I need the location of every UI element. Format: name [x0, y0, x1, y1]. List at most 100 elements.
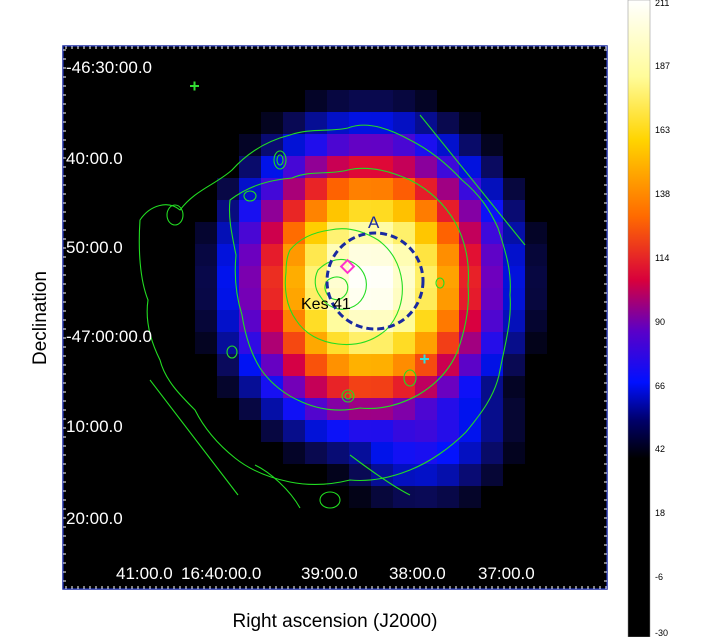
heatmap-cell: [525, 288, 547, 310]
heatmap-cell: [305, 288, 327, 310]
contour-outer: [138, 124, 511, 485]
contour-blob-4: [403, 369, 417, 387]
heatmap-cell: [437, 442, 459, 464]
colorbar-tick-label: 66: [655, 381, 665, 391]
colorbar-tick-label: -30: [655, 628, 668, 637]
plot-frame: [62, 45, 608, 590]
colorbar-tick-label: 163: [655, 125, 670, 135]
heatmap-cell: [261, 112, 283, 134]
heatmap-cell: [503, 354, 525, 376]
region-a-circle: [325, 231, 425, 331]
heatmap-cell: [503, 200, 525, 222]
heatmap-cell: [371, 332, 393, 354]
heatmap-cell: [239, 200, 261, 222]
radio-contours: [138, 114, 526, 509]
colorbar: [627, 0, 651, 637]
heatmap-cell: [349, 354, 371, 376]
heatmap-cell: [327, 332, 349, 354]
heatmap-cell: [239, 266, 261, 288]
heatmap-cell: [239, 288, 261, 310]
contour-5: [324, 276, 349, 301]
heatmap-cell: [459, 464, 481, 486]
heatmap-pixels: [195, 90, 547, 508]
colorbar-tick-label: 90: [655, 317, 665, 327]
heatmap-cell: [195, 288, 217, 310]
contour-blob-3b: [344, 392, 352, 400]
heatmap-cell: [371, 156, 393, 178]
heatmap-cell: [371, 464, 393, 486]
heatmap-cell: [195, 266, 217, 288]
heatmap-cell: [327, 442, 349, 464]
heatmap-cell: [459, 354, 481, 376]
heatmap-cell: [217, 244, 239, 266]
heatmap-cell: [459, 332, 481, 354]
heatmap-cell: [305, 200, 327, 222]
heatmap-cell: [415, 376, 437, 398]
x-tick-label: 37:00.0: [478, 564, 535, 583]
heatmap-cell: [415, 310, 437, 332]
cross-green-marker: [190, 81, 199, 91]
heatmap-cell: [283, 266, 305, 288]
heatmap-cell: [239, 244, 261, 266]
heatmap-cell: [481, 354, 503, 376]
heatmap-cell: [349, 178, 371, 200]
heatmap-cell: [371, 134, 393, 156]
contour-blob-8: [319, 491, 341, 509]
x-tick-labels: 41:00.0 16:40:00.0 39:00.0 38:00.0 37:00…: [116, 564, 535, 583]
heatmap-cell: [371, 112, 393, 134]
heatmap-cell: [261, 200, 283, 222]
x-axis-title: Right ascension (J2000): [233, 611, 438, 632]
x-tick-label: 41:00.0: [116, 564, 173, 583]
heatmap-cell: [217, 200, 239, 222]
heatmap-cell: [393, 486, 415, 508]
heatmap-cell: [503, 398, 525, 420]
colorbar-tick-label: -6: [655, 572, 663, 582]
heatmap-cell: [283, 178, 305, 200]
heatmap-cell: [393, 90, 415, 112]
heatmap-cell: [459, 266, 481, 288]
heatmap-cell: [415, 156, 437, 178]
heatmap-cell: [481, 200, 503, 222]
colorbar-tick-label: 187: [655, 61, 670, 71]
heatmap-cell: [503, 244, 525, 266]
contour-3: [284, 228, 403, 346]
heatmap-cell: [261, 398, 283, 420]
heatmap-cell: [525, 244, 547, 266]
x-tick-label: 38:00.0: [389, 564, 446, 583]
heatmap-cell: [481, 156, 503, 178]
heatmap-cell: [437, 310, 459, 332]
heatmap-cell: [217, 310, 239, 332]
heatmap-cell: [393, 156, 415, 178]
heatmap-cell: [239, 134, 261, 156]
heatmap-cell: [349, 200, 371, 222]
heatmap-cell: [217, 376, 239, 398]
y-tick-label: -46:30:00.0: [66, 58, 152, 77]
heatmap-cell: [349, 288, 371, 310]
heatmap-cell: [327, 156, 349, 178]
heatmap-cell: [261, 134, 283, 156]
heatmap-cell: [305, 112, 327, 134]
heatmap-cell: [437, 376, 459, 398]
heatmap-cell: [459, 310, 481, 332]
heatmap-cell: [261, 310, 283, 332]
heatmap-cell: [415, 398, 437, 420]
heatmap-cell: [283, 134, 305, 156]
diamond-marker: [339, 258, 356, 275]
heatmap-cell: [283, 156, 305, 178]
heatmap-cell: [481, 398, 503, 420]
heatmap-cell: [283, 244, 305, 266]
heatmap-cell: [459, 288, 481, 310]
heatmap-cell: [415, 332, 437, 354]
heatmap-cell: [327, 200, 349, 222]
heatmap-cell: [195, 222, 217, 244]
y-tick-label: 20:00.0: [66, 509, 123, 528]
x-tick-label: 16:40:00.0: [181, 564, 261, 583]
colorbar-tick-label: 211: [655, 0, 669, 8]
heatmap-cell: [437, 244, 459, 266]
heatmap-cell: [327, 90, 349, 112]
heatmap-cell: [393, 266, 415, 288]
heatmap-cell: [195, 244, 217, 266]
heatmap-cell: [415, 200, 437, 222]
y-tick-label: -47:00:00.0: [66, 327, 152, 346]
heatmap-cell: [481, 442, 503, 464]
